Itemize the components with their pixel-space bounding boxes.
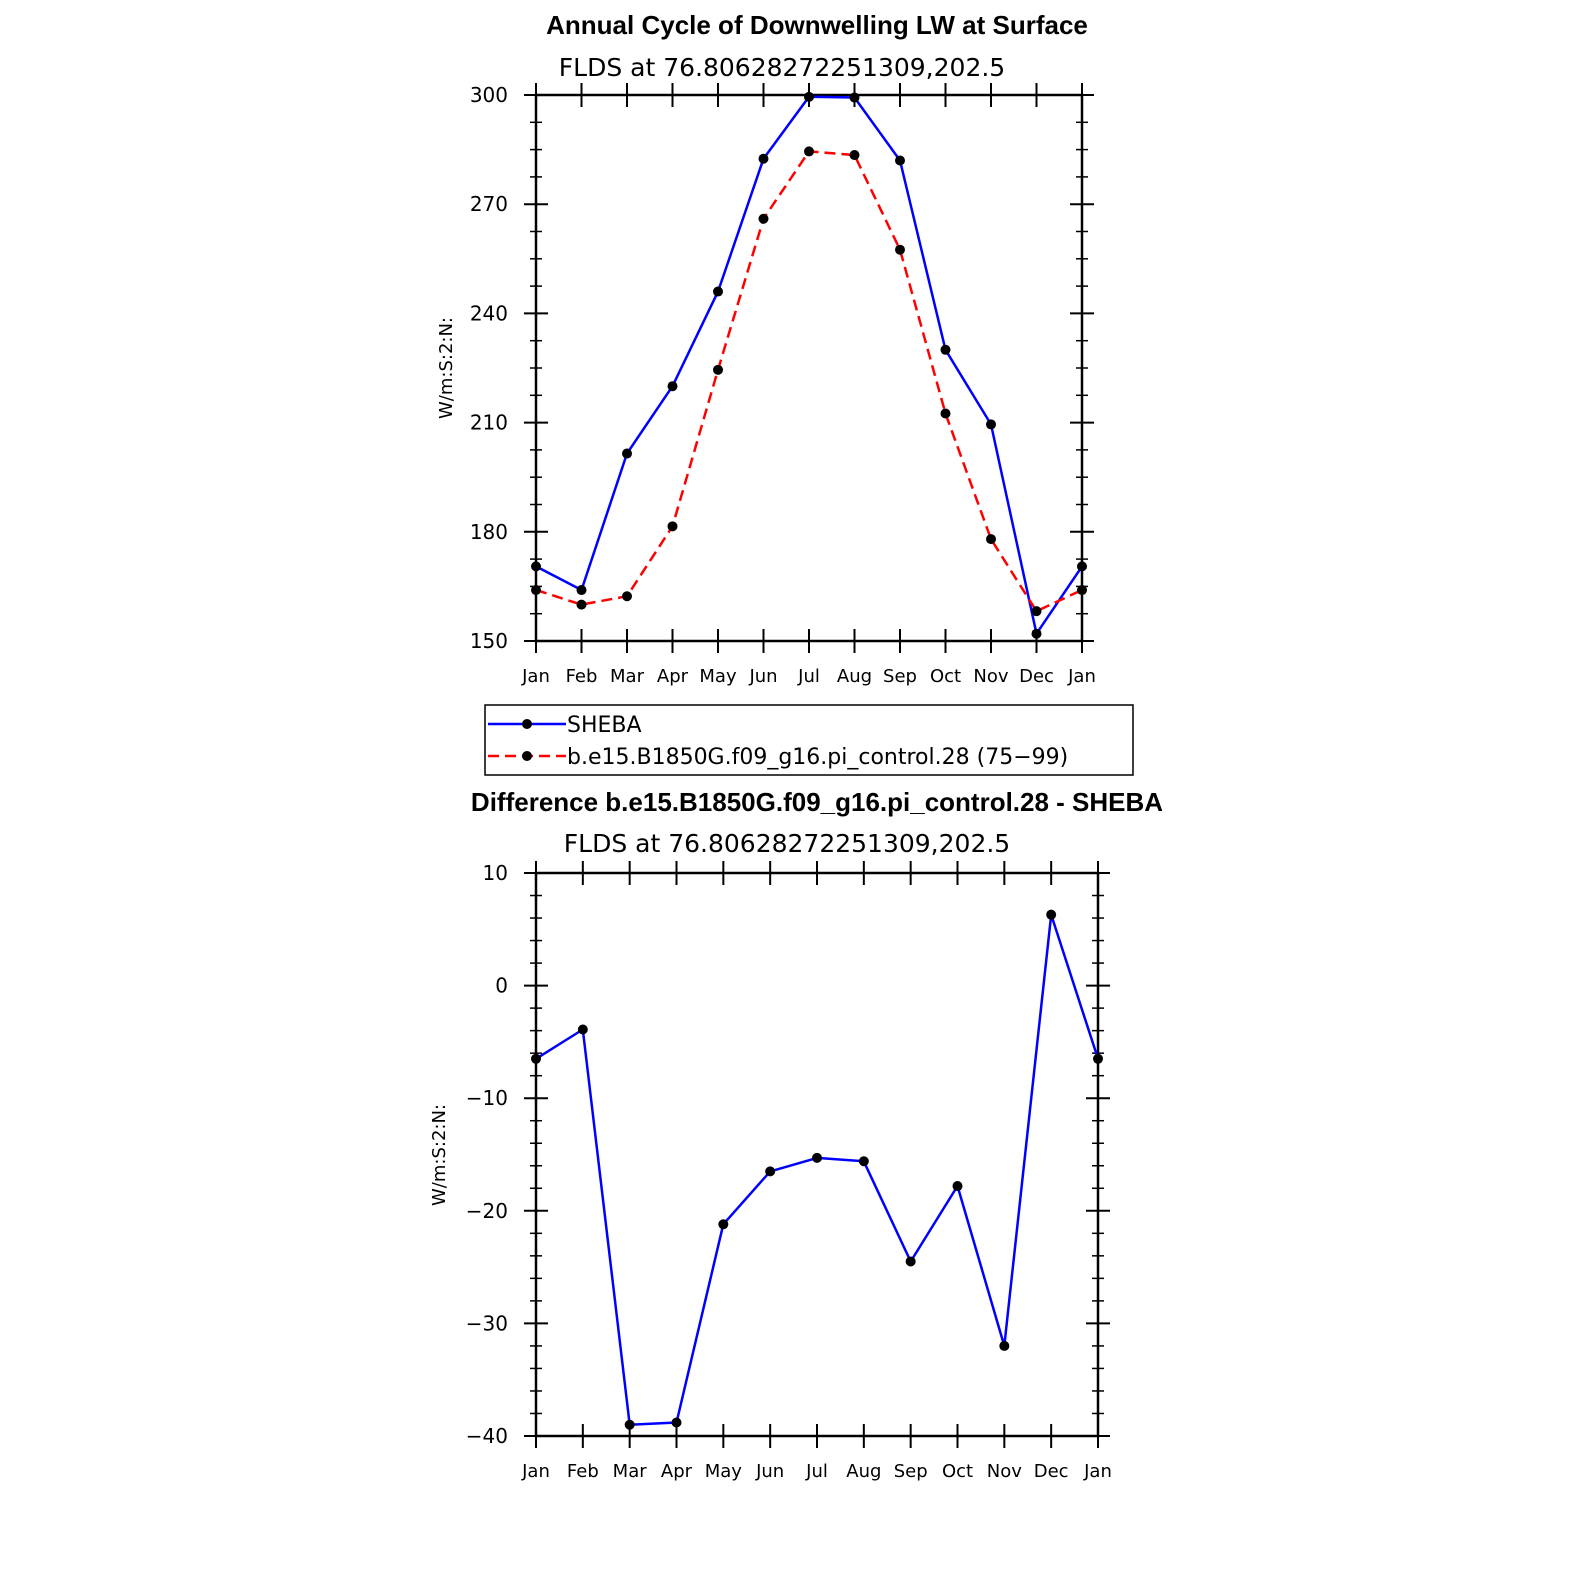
x-tick-label: Mar [610, 666, 645, 687]
series-1-point [1077, 585, 1087, 596]
x-tick-label: May [699, 666, 737, 687]
x-tick-label: Jun [755, 1461, 784, 1482]
x-tick-label: Oct [930, 666, 961, 687]
series-0-point [804, 91, 814, 102]
y-tick-label: 210 [470, 411, 508, 435]
y-tick-label: −30 [466, 1311, 508, 1335]
chart2-axes: −40 −30 −20 −10 0 10 Jan Feb Mar Apr May Jun Jul Aug S… [466, 861, 1112, 1482]
x-tick-label: May [705, 1461, 743, 1482]
series-0-point [713, 286, 723, 297]
legend-marker-model [522, 751, 532, 761]
series-0-point [858, 1156, 869, 1167]
y-tick-label: 270 [470, 192, 508, 216]
series-0-point [1031, 628, 1042, 639]
series-1-point [895, 244, 905, 255]
x-tick-label: Apr [661, 1461, 693, 1482]
series-1-point [804, 146, 814, 157]
legend-box [484, 704, 1134, 776]
series-0-point [849, 92, 860, 103]
series-0-point [531, 561, 541, 572]
series-0-point [1046, 909, 1057, 920]
series-0-point [718, 1219, 729, 1230]
y-tick-label: 180 [470, 520, 508, 544]
series-1-point [986, 534, 996, 545]
series-0-point [1077, 561, 1087, 572]
series-line-1 [535, 150, 1083, 613]
x-tick-label: Dec [1034, 1461, 1069, 1482]
y-tick-label: −20 [466, 1199, 508, 1223]
series-0-point [999, 1340, 1010, 1351]
y-tick-label: 300 [470, 83, 508, 107]
chart1-plot-area [531, 91, 1087, 639]
series-0-point [576, 585, 587, 596]
series-1-point [849, 150, 860, 161]
chart2-plot-area [531, 909, 1103, 1430]
x-tick-label: Jul [797, 666, 820, 687]
x-tick-label: Mar [613, 1461, 648, 1482]
chart2-subtitle: FLDS at 76.80628272251309,202.5 [564, 829, 1010, 858]
x-tick-label: Sep [894, 1461, 928, 1482]
chart2-title: Difference b.e15.B1850G.f09_g16.pi_contr… [471, 787, 1163, 817]
legend-label-model: b.e15.B1850G.f09_g16.pi_control.28 (75−9… [567, 745, 1068, 770]
series-0-point [812, 1152, 822, 1163]
series-1-point [667, 521, 678, 532]
y-tick-label: −40 [466, 1424, 508, 1448]
x-tick-label: Jan [1067, 666, 1096, 687]
series-0-point [624, 1419, 635, 1430]
series-1-point [531, 585, 541, 596]
chart1-title: Annual Cycle of Downwelling LW at Surfac… [546, 10, 1088, 40]
x-tick-label: Feb [567, 1461, 599, 1482]
series-0-point [667, 381, 678, 392]
x-tick-label: Feb [566, 666, 598, 687]
x-tick-label: Apr [657, 666, 689, 687]
chart1-axes: 150 180 210 240 270 300 Jan Feb Mar Apr May Jun Jul A… [470, 83, 1096, 687]
series-0-point [622, 448, 632, 459]
series-0-point [952, 1181, 963, 1192]
chart1-legend: SHEBA b.e15.B1850G.f09_g16.pi_control.28… [484, 704, 1134, 776]
x-tick-label: Sep [883, 666, 917, 687]
series-line-0 [535, 913, 1100, 1426]
x-tick-label: Dec [1019, 666, 1054, 687]
chart1-ylabel: W/m:S:2:N: [436, 317, 457, 419]
y-tick-label: −10 [466, 1086, 508, 1110]
chart2-ylabel: W/m:S:2:N: [429, 1104, 450, 1206]
x-tick-label: Jul [805, 1461, 828, 1482]
y-tick-label: 0 [495, 974, 508, 998]
y-tick-label: 240 [470, 301, 508, 325]
chart1-subtitle: FLDS at 76.80628272251309,202.5 [559, 53, 1005, 82]
series-0-point [671, 1417, 682, 1428]
series-1-point [713, 364, 723, 375]
x-tick-label: Nov [987, 1461, 1022, 1482]
series-1-point [622, 591, 632, 602]
legend-label-sheba: SHEBA [567, 713, 642, 738]
series-0-point [895, 155, 905, 166]
series-1-point [940, 408, 951, 419]
series-0-point [940, 344, 951, 355]
chart1-frame [534, 93, 1084, 643]
series-1-point [758, 213, 769, 224]
series-0-point [765, 1166, 776, 1177]
series-line-0 [535, 95, 1084, 635]
x-tick-label: Jan [521, 1461, 550, 1482]
series-1-point [1031, 606, 1042, 617]
x-tick-label: Nov [973, 666, 1008, 687]
series-0-point [986, 419, 996, 430]
series-1-point [576, 599, 587, 610]
y-tick-label: 150 [470, 629, 508, 653]
x-tick-label: Oct [942, 1461, 973, 1482]
legend-marker-sheba [522, 719, 532, 729]
series-0-point [531, 1053, 541, 1064]
x-tick-label: Jan [521, 666, 550, 687]
x-tick-label: Aug [846, 1461, 881, 1482]
series-0-point [758, 153, 769, 164]
series-0-point [577, 1024, 588, 1035]
x-tick-label: Jan [1083, 1461, 1112, 1482]
y-tick-label: 10 [483, 861, 508, 885]
series-0-point [905, 1256, 916, 1267]
x-tick-label: Aug [837, 666, 872, 687]
series-0-point [1093, 1053, 1103, 1064]
x-tick-label: Jun [748, 666, 777, 687]
